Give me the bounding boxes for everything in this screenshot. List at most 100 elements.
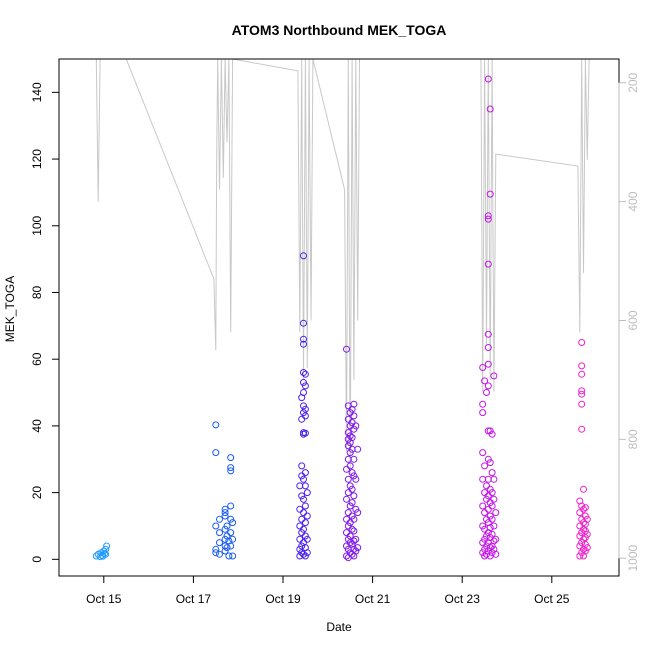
x-axis-label: Date	[326, 620, 352, 634]
data-point	[343, 495, 350, 503]
data-point	[216, 550, 223, 558]
data-point	[488, 469, 496, 477]
data-point	[223, 522, 231, 530]
data-point	[212, 421, 220, 429]
data-point	[481, 489, 489, 497]
data-point	[581, 547, 589, 555]
data-point	[216, 529, 223, 537]
data-point	[350, 400, 358, 408]
data-point	[300, 340, 307, 348]
data-point	[483, 482, 490, 490]
data-point	[486, 190, 494, 198]
data-point	[346, 502, 354, 510]
data-point	[99, 552, 107, 560]
data-point	[301, 519, 309, 527]
x-tick-label: Oct 21	[355, 592, 391, 606]
data-point	[484, 505, 492, 513]
data-point	[221, 512, 229, 520]
data-point	[102, 545, 110, 553]
data-point	[352, 475, 360, 483]
y2-tick-label: 1000	[626, 545, 640, 572]
data-point	[479, 449, 487, 457]
data-point	[578, 362, 586, 370]
plot-area	[92, 59, 591, 562]
data-point	[350, 537, 358, 545]
data-point	[227, 542, 235, 550]
data-point	[484, 330, 492, 338]
data-point	[296, 522, 304, 530]
data-point	[350, 455, 358, 463]
data-point	[303, 535, 311, 543]
data-point	[481, 462, 489, 470]
data-point	[298, 415, 306, 423]
data-point	[352, 547, 360, 555]
data-point	[301, 429, 309, 437]
data-point	[300, 389, 307, 396]
data-point	[348, 512, 356, 520]
data-point	[580, 485, 587, 493]
data-point	[227, 464, 235, 472]
data-point	[301, 502, 309, 510]
y-axis-label: MEK_TOGA	[3, 276, 17, 342]
data-point	[481, 509, 489, 517]
data-point	[581, 504, 589, 512]
data-point	[298, 542, 306, 550]
data-point	[348, 499, 356, 507]
data-point	[212, 549, 220, 557]
data-point	[490, 522, 498, 530]
series-2	[212, 421, 237, 560]
data-point	[578, 502, 586, 510]
data-point	[343, 552, 350, 560]
data-point	[348, 434, 356, 442]
data-point	[227, 454, 235, 462]
x-tick-label: Oct 25	[534, 592, 570, 606]
axes: Oct 15 Oct 17 Oct 19 Oct 21 Oct 23 Oct 25 0 20 4…	[30, 72, 640, 606]
data-point	[576, 509, 584, 517]
data-point	[576, 522, 584, 530]
x-tick-label: Oct 17	[176, 592, 212, 606]
data-point	[488, 430, 496, 438]
data-point	[578, 390, 586, 398]
data-point	[300, 525, 307, 533]
y-tick-label: 20	[30, 486, 44, 500]
data-point	[300, 319, 307, 327]
y2-tick-label: 200	[626, 72, 640, 92]
data-point	[578, 387, 586, 395]
data-point	[352, 535, 360, 543]
secondary-line	[95, 59, 590, 476]
data-point	[212, 522, 220, 530]
data-point	[578, 425, 586, 433]
data-point	[488, 530, 496, 538]
data-point	[354, 509, 362, 517]
data-point	[227, 467, 235, 475]
data-point	[348, 469, 356, 477]
data-point	[344, 489, 352, 497]
data-point	[301, 482, 309, 490]
data-point	[344, 509, 352, 517]
data-point	[486, 524, 494, 532]
data-point	[344, 475, 352, 483]
y-tick-label: 60	[30, 352, 44, 366]
data-point	[488, 549, 496, 557]
data-point	[303, 489, 311, 497]
y-tick-label: 80	[30, 285, 44, 299]
data-point	[216, 515, 223, 523]
data-point	[348, 485, 356, 493]
y-tick-label: 0	[30, 556, 44, 563]
data-point	[300, 379, 307, 386]
data-point	[343, 515, 350, 523]
data-point	[227, 529, 235, 537]
data-point	[484, 215, 492, 223]
data-point	[490, 475, 498, 483]
data-point	[481, 377, 489, 385]
data-point	[343, 465, 350, 473]
y2-tick-label: 600	[626, 310, 640, 330]
data-point	[300, 550, 307, 558]
data-point	[229, 519, 237, 527]
data-point	[301, 469, 309, 477]
data-point	[343, 345, 350, 353]
data-point	[221, 547, 229, 555]
data-point	[301, 405, 309, 413]
data-point	[221, 505, 229, 513]
x-tick-label: Oct 15	[86, 592, 122, 606]
